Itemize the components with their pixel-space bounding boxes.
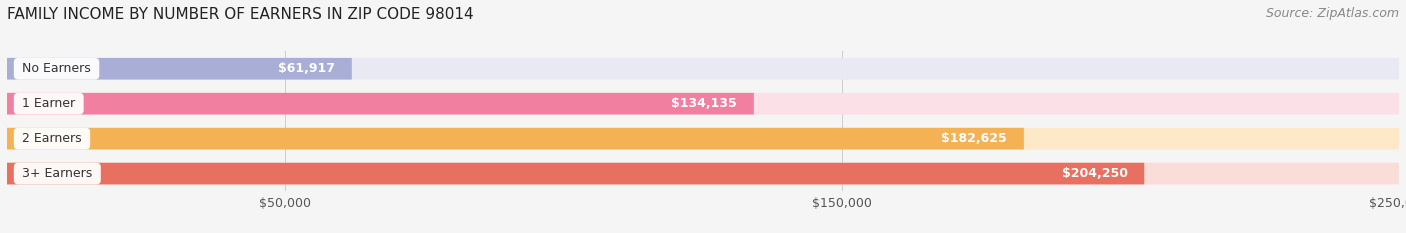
FancyBboxPatch shape bbox=[7, 128, 1024, 150]
FancyBboxPatch shape bbox=[7, 128, 1399, 150]
Text: $61,917: $61,917 bbox=[278, 62, 335, 75]
FancyBboxPatch shape bbox=[7, 58, 351, 80]
Text: 2 Earners: 2 Earners bbox=[18, 132, 86, 145]
FancyBboxPatch shape bbox=[7, 163, 1399, 185]
Text: 1 Earner: 1 Earner bbox=[18, 97, 79, 110]
Text: 3+ Earners: 3+ Earners bbox=[18, 167, 97, 180]
FancyBboxPatch shape bbox=[7, 93, 754, 115]
Text: FAMILY INCOME BY NUMBER OF EARNERS IN ZIP CODE 98014: FAMILY INCOME BY NUMBER OF EARNERS IN ZI… bbox=[7, 7, 474, 22]
FancyBboxPatch shape bbox=[7, 163, 1144, 185]
Text: No Earners: No Earners bbox=[18, 62, 96, 75]
Text: $204,250: $204,250 bbox=[1062, 167, 1128, 180]
Text: $134,135: $134,135 bbox=[672, 97, 737, 110]
FancyBboxPatch shape bbox=[7, 93, 1399, 115]
Text: $182,625: $182,625 bbox=[942, 132, 1007, 145]
FancyBboxPatch shape bbox=[7, 58, 1399, 80]
Text: Source: ZipAtlas.com: Source: ZipAtlas.com bbox=[1265, 7, 1399, 20]
